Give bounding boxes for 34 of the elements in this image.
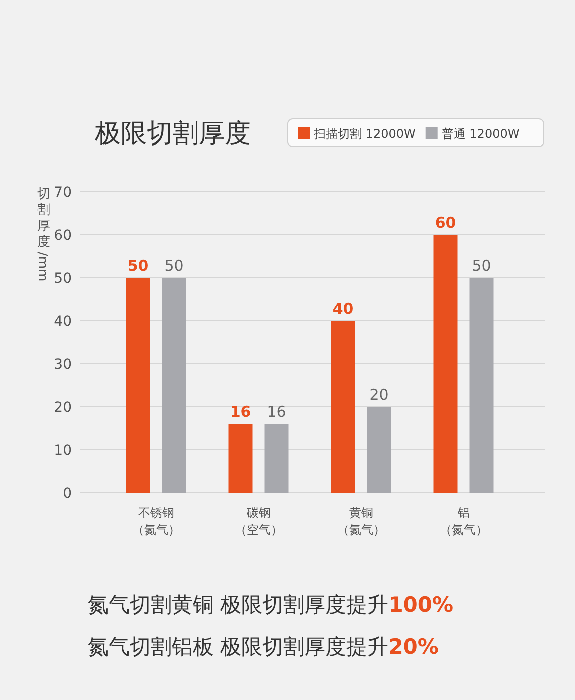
data-label: 20: [370, 386, 389, 404]
x-tick-label: 铝（氮气）: [440, 506, 488, 537]
y-tick-label: 20: [54, 400, 72, 416]
bar: [331, 321, 356, 493]
y-tick-label: 10: [54, 443, 72, 459]
legend-label: 扫描切割 12000W: [313, 127, 416, 141]
y-tick-label: 30: [54, 357, 72, 373]
data-label: 50: [164, 257, 184, 275]
y-tick-label: 40: [54, 314, 72, 330]
bar: [264, 424, 289, 493]
y-tick-label: 50: [54, 271, 72, 287]
bar: [228, 424, 253, 493]
y-tick-label: 70: [54, 185, 72, 201]
x-tick-label: 不锈钢（氮气）: [132, 506, 180, 537]
data-label: 40: [332, 300, 354, 318]
bar: [162, 278, 186, 493]
chart-title: 极限切割厚度: [94, 119, 251, 149]
x-tick-label: 黄铜（氮气）: [337, 506, 386, 537]
y-axis-title: 切割厚度/mm: [35, 187, 50, 282]
data-label: 50: [128, 257, 149, 275]
legend-label: 普通 12000W: [442, 127, 520, 141]
text: 氮气切割铝板 极限切割厚度提升20%: [88, 635, 439, 659]
bar: [470, 278, 494, 493]
bar: [367, 407, 392, 493]
data-label: 50: [472, 257, 492, 275]
y-tick-label: 0: [63, 486, 72, 502]
x-tick-label: 碳钢（空气）: [234, 506, 283, 537]
y-tick-label: 60: [54, 228, 72, 244]
data-label: 16: [230, 403, 252, 422]
bar: [126, 278, 150, 493]
data-label: 60: [435, 214, 456, 232]
bar: [434, 235, 458, 493]
text: 氮气切割黄铜 极限切割厚度提升100%: [88, 593, 454, 617]
data-label: 16: [267, 403, 286, 422]
